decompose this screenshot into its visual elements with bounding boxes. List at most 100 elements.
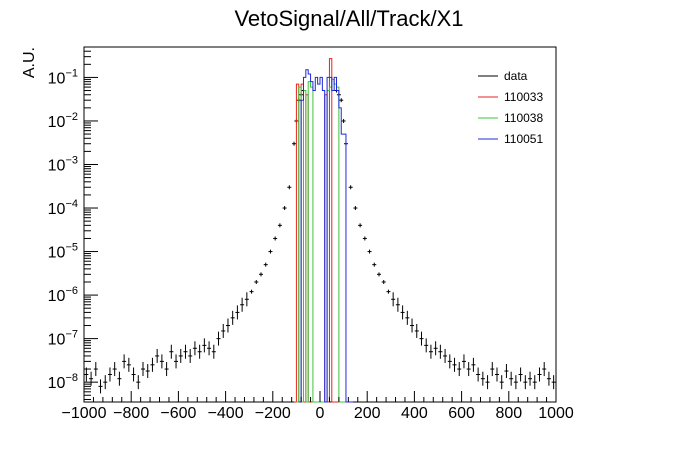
x-tick-label: 1000: [538, 405, 574, 422]
y-tick-label-base: 10: [48, 201, 66, 218]
data-point: [174, 354, 179, 369]
data-point: [277, 223, 282, 228]
data-point: [287, 185, 292, 190]
data-point: [244, 292, 249, 307]
data-point: [263, 262, 268, 267]
data-point: [341, 118, 346, 123]
y-tick-label-base: 10: [48, 157, 66, 174]
legend-item: 110051: [478, 132, 543, 146]
data-point: [207, 341, 212, 356]
data-point: [136, 375, 141, 390]
y-tick-label: 10−7: [48, 329, 78, 349]
y-tick-label-base: 10: [48, 288, 66, 305]
x-tick-label: 0: [316, 405, 325, 422]
data-point: [542, 362, 547, 377]
data-point: [414, 323, 419, 338]
data-point: [443, 348, 448, 363]
data-point: [528, 371, 533, 386]
y-tick-label-exponent: −5: [65, 242, 78, 254]
data-point: [145, 364, 150, 379]
data-point: [447, 354, 452, 369]
data-point: [292, 141, 297, 146]
data-point: [211, 344, 216, 359]
y-tick-label-exponent: −6: [65, 285, 78, 297]
data-point: [107, 367, 112, 382]
data-point: [461, 354, 466, 369]
data-point: [122, 354, 127, 369]
y-tick-label-exponent: −4: [65, 198, 78, 210]
chart-title: VetoSignal/All/Track/X1: [234, 6, 463, 31]
data-point: [202, 338, 207, 353]
data-point: [89, 371, 94, 386]
series-data: [84, 88, 556, 394]
data-point: [150, 357, 155, 372]
data-point: [386, 289, 391, 294]
y-tick-label: 10−4: [48, 198, 78, 218]
legend-label: 110033: [504, 90, 543, 104]
data-point: [273, 236, 278, 241]
data-point: [485, 375, 490, 390]
data-point: [433, 341, 438, 356]
data-point: [381, 279, 386, 284]
series-110038: [296, 78, 351, 403]
y-tick-label-exponent: −3: [65, 154, 78, 166]
data-point: [466, 362, 471, 377]
y-tick-label-base: 10: [48, 375, 66, 392]
data-point: [131, 367, 136, 382]
y-tick-label-exponent: −7: [65, 329, 78, 341]
data-point: [240, 297, 245, 312]
data-point: [532, 375, 537, 390]
y-tick-label-exponent: −1: [65, 67, 78, 79]
x-tick-label: 600: [448, 405, 475, 422]
data-point: [93, 362, 98, 377]
data-point: [348, 185, 353, 190]
data-point: [509, 371, 514, 386]
data-point: [259, 272, 263, 277]
data-point: [372, 262, 377, 267]
data-point: [183, 344, 188, 359]
data-point: [377, 272, 381, 277]
data-point: [103, 375, 108, 390]
data-point: [400, 305, 405, 320]
x-tick-label: 200: [354, 405, 381, 422]
data-point: [476, 367, 481, 382]
data-point: [339, 98, 344, 103]
data-point: [141, 362, 145, 377]
data-point: [84, 367, 89, 382]
histogram-outline: [296, 78, 351, 403]
y-tick-label-exponent: −2: [65, 111, 78, 123]
y-tick-label-base: 10: [48, 70, 66, 87]
data-point: [513, 375, 518, 390]
y-axis-label: A.U.: [21, 47, 38, 78]
data-point: [457, 362, 462, 377]
data-point: [537, 367, 542, 382]
data-point: [155, 348, 160, 363]
y-tick-label-base: 10: [48, 332, 66, 349]
data-point: [353, 206, 358, 211]
legend-label: 110038: [504, 111, 543, 125]
data-point: [438, 344, 443, 359]
data-point: [410, 318, 415, 333]
data-point: [424, 338, 429, 353]
data-point: [216, 331, 221, 346]
legend-item: 110038: [478, 111, 543, 125]
histogram-outline: [298, 69, 354, 403]
data-point: [197, 344, 202, 359]
data-point: [126, 357, 131, 372]
y-tick-label-base: 10: [48, 114, 66, 131]
data-point: [98, 379, 103, 394]
plot-frame: [83, 46, 557, 403]
legend: data 110033 110038 110051: [478, 69, 543, 146]
data-point: [518, 367, 523, 382]
data-point: [192, 341, 197, 356]
series-layer: [84, 58, 556, 403]
legend-label: data: [504, 69, 528, 83]
x-tick-label: −800: [113, 405, 149, 422]
axis-layer: −1000 −800 −600 −400 −200 0 200 400 600 800 1000 10…: [48, 46, 574, 422]
data-point: [188, 348, 193, 363]
x-tick-label: −400: [208, 405, 244, 422]
y-tick-label: 10−8: [48, 372, 78, 392]
data-point: [405, 310, 410, 325]
x-tick-label: −600: [160, 405, 196, 422]
